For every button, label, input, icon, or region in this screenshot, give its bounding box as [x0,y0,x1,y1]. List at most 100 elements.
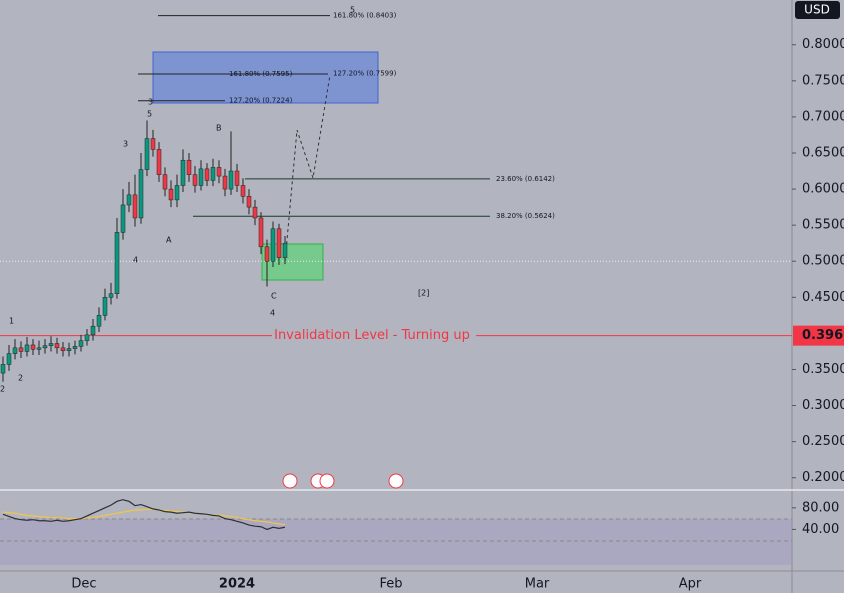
candle-body [72,346,78,349]
wave-label: 3 [123,140,128,149]
candle-body [54,343,60,349]
candle-body [78,340,84,347]
candle-body [66,348,72,351]
x-tick-label: 2024 [219,577,255,592]
y-tick-label: 0.4500 [802,290,844,305]
candle-body [96,315,102,327]
rsi-tick-label: 80.00 [802,500,839,515]
y-tick-label: 0.5000 [802,254,844,269]
candle-body [12,347,18,354]
candle-body [210,167,216,181]
candle-body [138,169,144,219]
y-tick-label: 0.5500 [802,218,844,233]
wave-label: A [166,236,172,245]
y-tick-label: 0.6500 [802,145,844,160]
y-tick-label: 0.2500 [802,434,844,449]
rsi-tick-label: 40.00 [802,522,839,537]
entry-zone [261,243,324,281]
wave-label: 5 [147,110,152,119]
candle-body [282,242,288,258]
candle-body [60,347,66,351]
candle-body [30,344,36,350]
x-tick-label: Dec [71,577,96,592]
y-tick-label: 0.3500 [802,362,844,377]
candle-body [42,345,48,349]
projection-path [284,74,331,263]
candle-body [24,344,30,352]
x-tick-label: Mar [525,577,550,592]
candle-body [198,168,204,186]
candle-body [216,167,222,177]
candle-body [120,204,126,233]
candle-body [276,228,282,258]
invalidation-label: Invalidation Level - Turning up [274,328,470,343]
rsi-line [2,499,286,531]
candle-body [108,293,114,298]
wave-label: 1 [9,317,14,326]
fib-label: 161.80% (0.8403) [333,12,397,20]
currency: USD [804,3,830,17]
candle-body [36,347,42,350]
candle-body [264,246,270,262]
fib-label: 23.60% (0.6142) [496,175,555,183]
candle-body [270,228,276,262]
y-tick-label: 0.2000 [802,470,844,485]
candle-body [240,185,246,197]
candle-body [222,175,228,190]
candle-body [174,185,180,201]
target-zone [152,51,379,104]
candle-body [6,353,12,365]
candle-body [144,138,150,170]
wave-label: 2 [0,385,5,394]
wave-label: 4 [270,309,275,318]
y-tick-label: 0.8000 [802,37,844,52]
candle-body [234,170,240,186]
candle-body [168,188,174,201]
candle-body [150,138,156,150]
price-badge [793,325,844,346]
candle-body [162,174,168,190]
candle-body [156,149,162,175]
y-tick-label: 0.3000 [802,398,844,413]
wave-label: [2] [418,289,429,298]
candle-body [180,159,186,186]
fib-label: 127.20% (0.7599) [333,70,397,78]
fib-label: 38.20% (0.5624) [496,212,555,220]
event-icons [282,473,404,489]
y-tick-label: 0.7500 [802,73,844,88]
candle-body [48,343,54,346]
candle-body [132,194,138,219]
candle-body [204,168,210,181]
fib-label: 161.80% (0.7595) [229,70,293,78]
candle-body [84,334,90,341]
y-tick-label: 0.7000 [802,109,844,124]
candle-body [258,217,264,248]
wave-label: C [271,292,277,301]
rsi-band [0,519,792,565]
wave-label: 3 [148,98,153,107]
candle-body [192,174,198,186]
wave-label: B [216,124,222,133]
currency-badge [795,1,840,19]
candle-body [102,297,108,316]
x-tick-label: Apr [679,577,702,592]
candle-body [252,206,258,219]
event-icon[interactable] [319,473,335,489]
candle-body [18,347,24,352]
rsi-ma-line [2,508,286,526]
event-icon[interactable] [282,473,298,489]
candle-body [228,170,234,190]
candle-body [246,196,252,208]
wave-label: 4 [133,256,138,265]
candle-body [90,325,96,336]
x-tick-label: Feb [379,577,402,592]
candle-body [114,232,120,294]
fib-label: 127.20% (0.7224) [229,97,293,105]
event-icon[interactable] [388,473,404,489]
wave-label: 5 [350,6,355,15]
price-badge-label: 0.3969 [802,328,844,343]
candle-body [126,194,132,206]
wave-label: 2 [18,374,23,383]
candle-body [0,364,6,374]
